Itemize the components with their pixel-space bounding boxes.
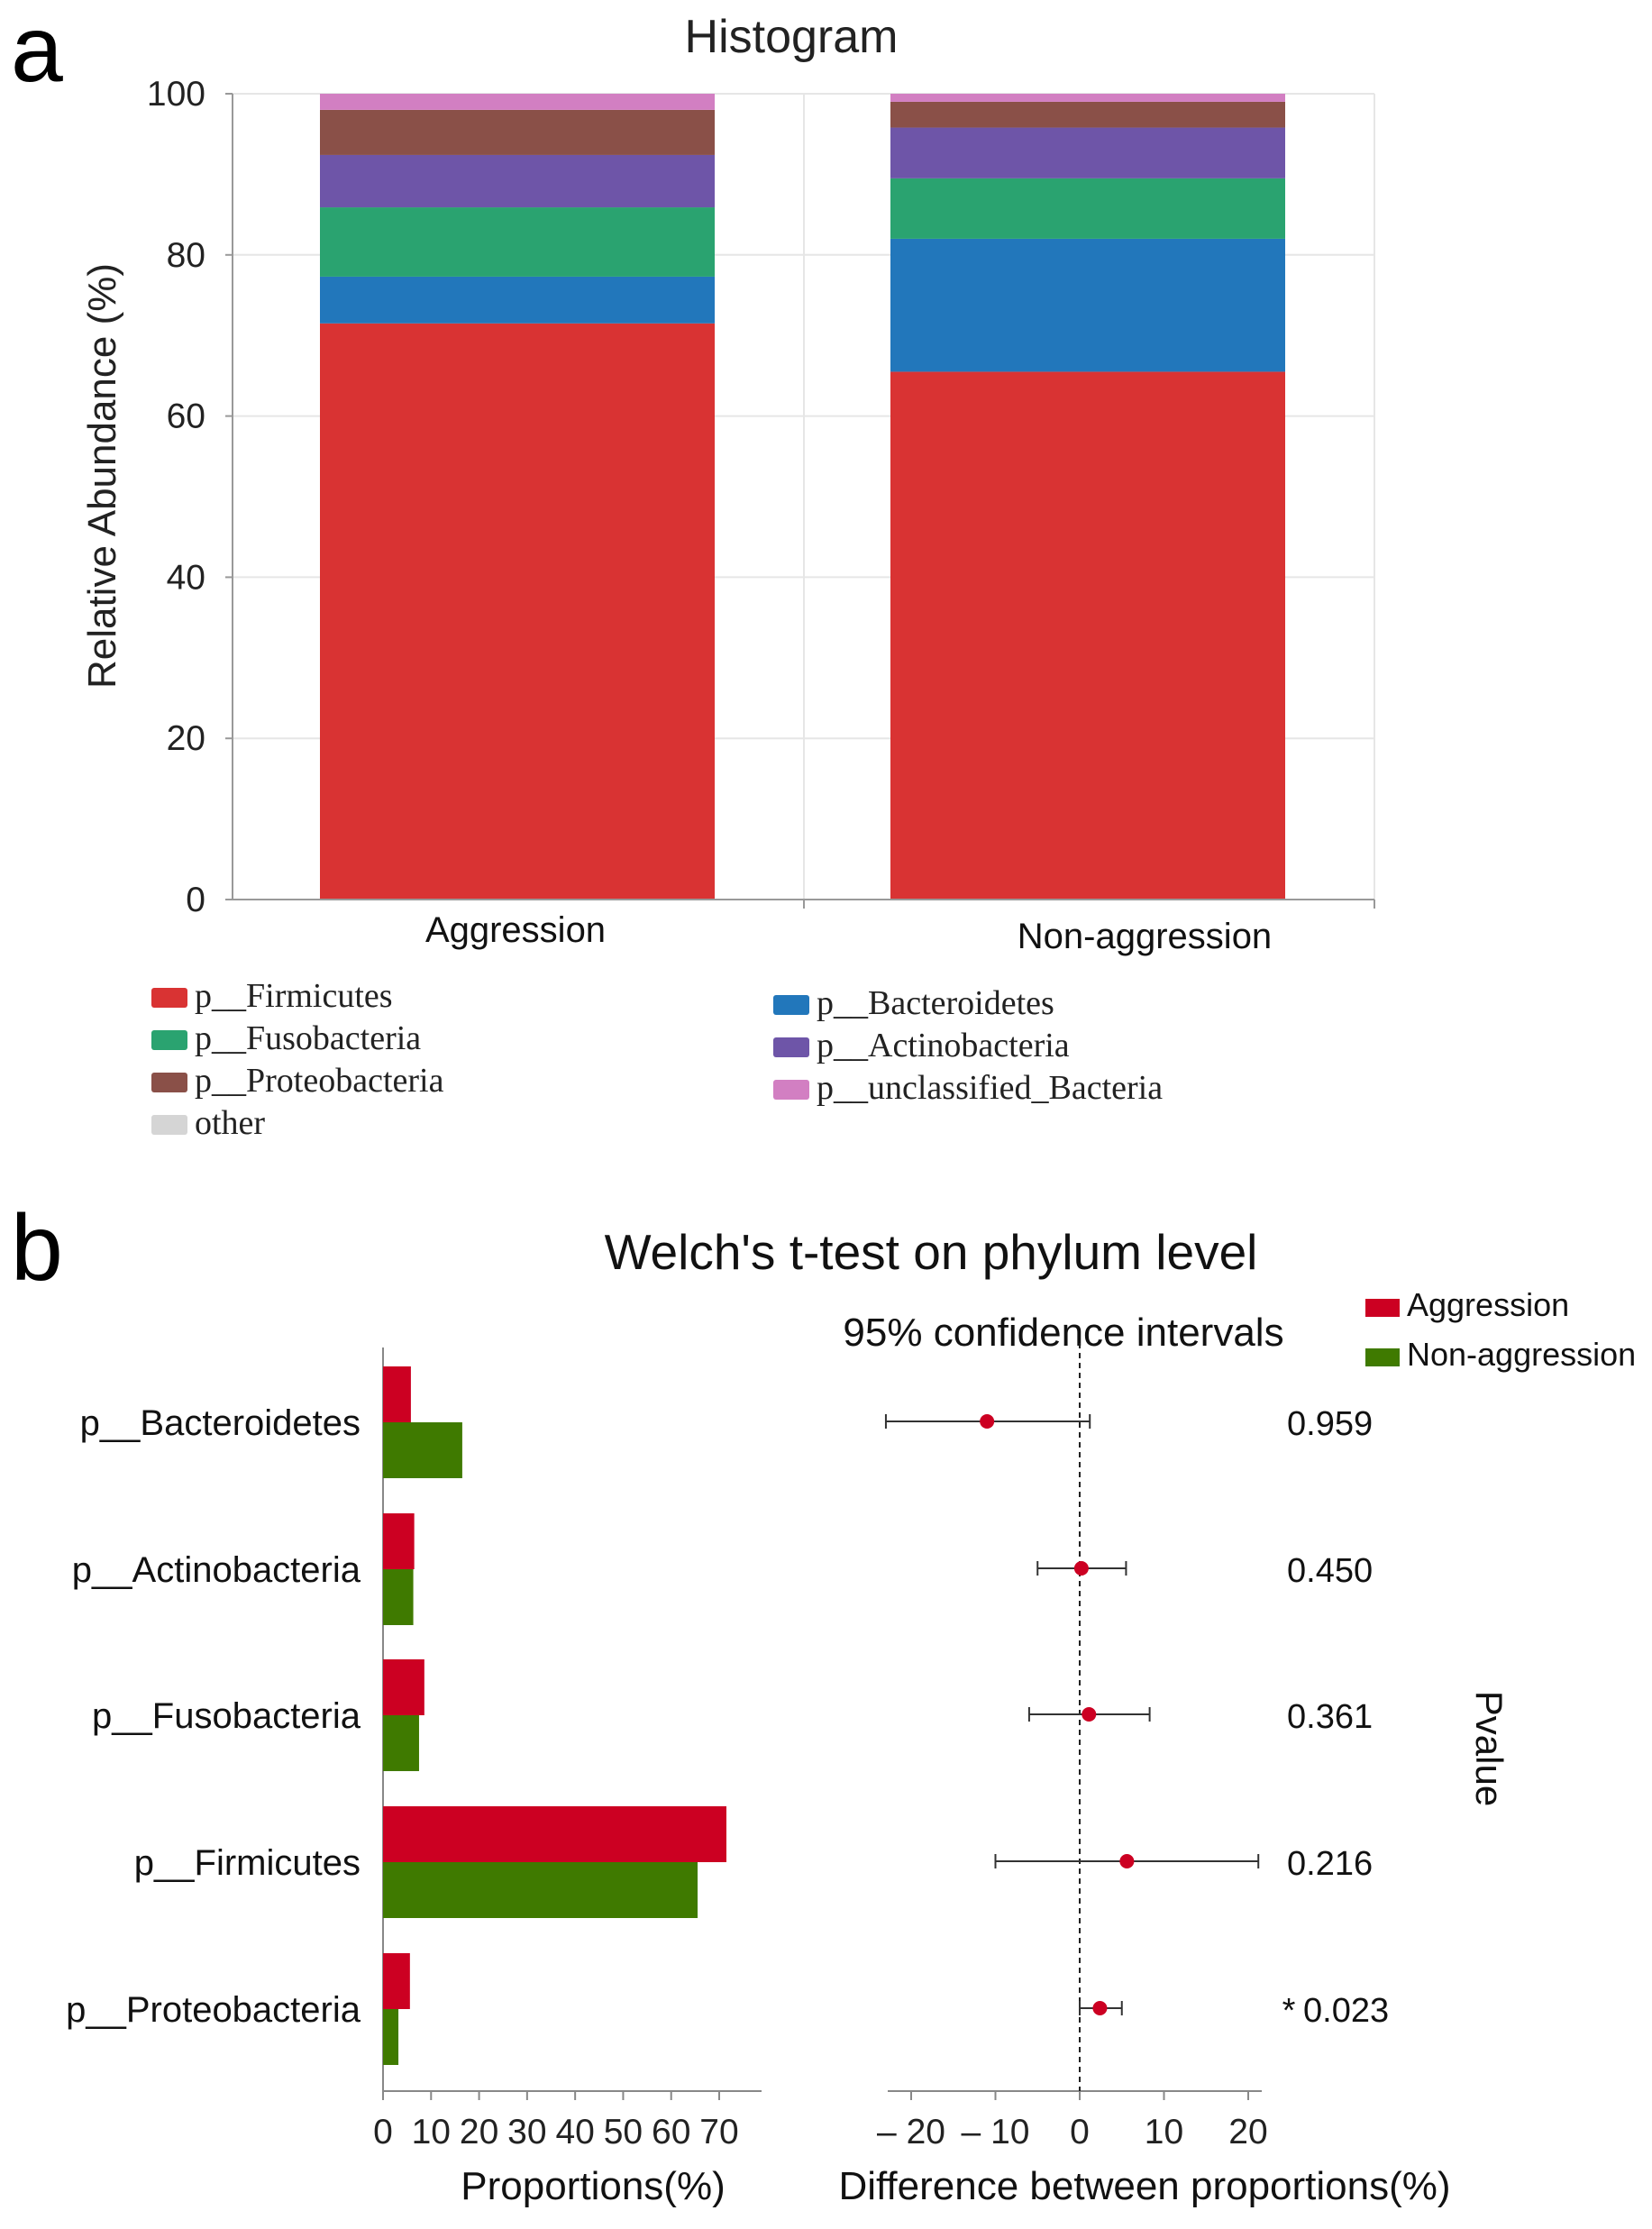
histogram-y-tick-label: 0	[186, 881, 205, 919]
proportions-x-ticks: 0 10 20 30 40 50 60 70	[373, 2091, 739, 2151]
legend-swatch-actinobacteria	[773, 1037, 809, 1057]
difference-x-tick-label: 20	[1228, 2113, 1267, 2151]
pvalue-axis-label: Pvalue	[1468, 1691, 1511, 1806]
legend-label-aggression: Aggression	[1407, 1286, 1569, 1323]
pvalue-p-proteobacteria: 0.023	[1303, 1992, 1389, 2030]
legend-label-fusobacteria: p__Fusobacteria	[195, 1019, 421, 1057]
legend-label-proteobacteria: p__Proteobacteria	[195, 1062, 444, 1100]
ci-estimate-point-p-fusobacteria	[1082, 1707, 1097, 1722]
proportions-x-tick-label: 30	[507, 2113, 546, 2151]
bar-segment-aggression-p-fusobacteria	[320, 207, 715, 277]
bar-segment-aggression-p-bacteroidetes	[320, 276, 715, 324]
histogram-title: Histogram	[685, 11, 899, 63]
bar-segment-non-aggression-p-fusobacteria	[890, 178, 1285, 239]
proportion-bar-p-proteobacteria-non-aggression	[383, 2009, 399, 2065]
histogram-y-ticks: 0 20 40 60 80 100	[147, 75, 233, 919]
welch-legend: Aggression Non-aggression	[1365, 1286, 1636, 1373]
legend-label-unclassified-bacteria: p__unclassified_Bacteria	[817, 1069, 1163, 1107]
proportions-x-tick-label: 40	[555, 2113, 594, 2151]
proportion-bar-p-proteobacteria-aggression	[383, 1953, 410, 2009]
panel-b: b Welch's t-test on phylum level 95% con…	[11, 1196, 1636, 2208]
histogram-y-axis-label: Relative Abundance (%)	[80, 263, 124, 689]
proportion-bar-p-firmicutes-non-aggression	[383, 1862, 698, 1918]
pvalue-p-actinobacteria: 0.450	[1287, 1552, 1373, 1590]
ci-estimate-point-p-actinobacteria	[1073, 1561, 1089, 1576]
legend-swatch-bacteroidetes	[773, 995, 809, 1015]
proportion-bar-p-bacteroidetes-aggression	[383, 1366, 411, 1422]
difference-x-ticks: – 20 – 10 0 10 20	[877, 2091, 1268, 2151]
difference-axis-label: Difference between proportions(%)	[838, 2164, 1450, 2208]
welch-test-title: Welch's t-test on phylum level	[605, 1224, 1258, 1280]
proportions-x-tick-label: 10	[412, 2113, 451, 2151]
row-label-p-actinobacteria: p__Actinobacteria	[72, 1550, 361, 1590]
proportions-x-tick-label: 0	[373, 2113, 393, 2151]
row-label-p-fusobacteria: p__Fusobacteria	[92, 1696, 361, 1736]
bar-segment-non-aggression-p-bacteroidetes	[890, 238, 1285, 372]
bar-segment-aggression-p-actinobacteria	[320, 154, 715, 208]
panel-a-letter: a	[11, 0, 63, 102]
histogram-legend: p__Firmicutes p__Fusobacteria p__Proteob…	[151, 977, 1163, 1142]
legend-swatch-other	[151, 1115, 187, 1135]
proportions-x-tick-label: 50	[604, 2113, 643, 2151]
histogram-bars	[320, 94, 1285, 900]
ci-estimate-point-p-proteobacteria	[1092, 2001, 1108, 2015]
legend-swatch-non-aggression	[1365, 1348, 1400, 1366]
legend-swatch-unclassified-bacteria	[773, 1080, 809, 1100]
category-label-aggression: Aggression	[425, 910, 606, 950]
row-label-p-proteobacteria: p__Proteobacteria	[66, 1990, 361, 2030]
difference-x-tick-label: 0	[1070, 2113, 1090, 2151]
difference-x-tick-label: – 10	[962, 2113, 1030, 2151]
histogram-y-tick-label: 80	[167, 236, 205, 275]
legend-label-other: other	[195, 1104, 265, 1142]
histogram-y-tick-label: 60	[167, 397, 205, 436]
proportions-x-tick-label: 60	[652, 2113, 690, 2151]
histogram-y-tick-label: 20	[167, 719, 205, 758]
row-label-p-bacteroidetes: p__Bacteroidetes	[80, 1403, 361, 1443]
significance-marker: *	[1282, 1992, 1296, 2030]
difference-x-tick-label: 10	[1145, 2113, 1183, 2151]
bar-segment-aggression-p-unclassified-bacteria	[320, 94, 715, 110]
legend-label-bacteroidetes: p__Bacteroidetes	[817, 984, 1054, 1022]
proportion-bar-p-fusobacteria-aggression	[383, 1659, 424, 1715]
bar-segment-non-aggression-p-firmicutes	[890, 371, 1285, 900]
histogram-y-tick-label: 40	[167, 558, 205, 597]
pvalue-p-bacteroidetes: 0.959	[1287, 1405, 1373, 1443]
category-label-non-aggression: Non-aggression	[1018, 917, 1272, 956]
proportion-bar-p-bacteroidetes-non-aggression	[383, 1422, 462, 1478]
bar-segment-aggression-p-proteobacteria	[320, 109, 715, 155]
pvalue-p-firmicutes: 0.216	[1287, 1845, 1373, 1883]
proportion-bar-p-firmicutes-aggression	[383, 1806, 726, 1862]
legend-swatch-fusobacteria	[151, 1030, 187, 1050]
panel-a: a Histogram 0 20 40 60 80 100 Relative Abunda…	[11, 0, 1375, 1142]
pvalue-column: 0.959 0.450 0.361 0.216 * 0.023	[1282, 1405, 1389, 2030]
proportions-x-tick-label: 70	[699, 2113, 738, 2151]
proportions-bars	[383, 1366, 726, 2065]
legend-label-firmicutes: p__Firmicutes	[195, 977, 393, 1015]
proportion-bar-p-actinobacteria-aggression	[383, 1513, 415, 1569]
confidence-intervals	[884, 1414, 1260, 2015]
panel-b-letter: b	[11, 1196, 63, 1301]
proportions-x-tick-label: 20	[460, 2113, 498, 2151]
legend-swatch-firmicutes	[151, 988, 187, 1008]
ci-estimate-point-p-bacteroidetes	[980, 1414, 995, 1429]
legend-swatch-proteobacteria	[151, 1073, 187, 1092]
legend-label-non-aggression: Non-aggression	[1407, 1336, 1636, 1373]
proportion-bar-p-fusobacteria-non-aggression	[383, 1715, 419, 1771]
legend-swatch-aggression	[1365, 1299, 1400, 1317]
legend-label-actinobacteria: p__Actinobacteria	[817, 1027, 1070, 1064]
difference-x-tick-label: – 20	[877, 2113, 945, 2151]
ci-estimate-point-p-firmicutes	[1119, 1854, 1135, 1868]
pvalue-p-fusobacteria: 0.361	[1287, 1698, 1373, 1736]
bar-segment-aggression-p-firmicutes	[320, 323, 715, 900]
row-label-p-firmicutes: p__Firmicutes	[134, 1843, 361, 1883]
bar-segment-non-aggression-p-proteobacteria	[890, 101, 1285, 128]
proportion-bar-p-actinobacteria-non-aggression	[383, 1569, 414, 1625]
proportions-axis-label: Proportions(%)	[461, 2164, 725, 2208]
row-labels: p__Bacteroidetes p__Actinobacteria p__Fuso…	[66, 1403, 361, 2030]
histogram-y-tick-label: 100	[147, 75, 205, 114]
confidence-interval-subtitle: 95% confidence intervals	[843, 1311, 1283, 1355]
bar-segment-non-aggression-p-unclassified-bacteria	[890, 94, 1285, 102]
bar-segment-non-aggression-p-actinobacteria	[890, 127, 1285, 178]
